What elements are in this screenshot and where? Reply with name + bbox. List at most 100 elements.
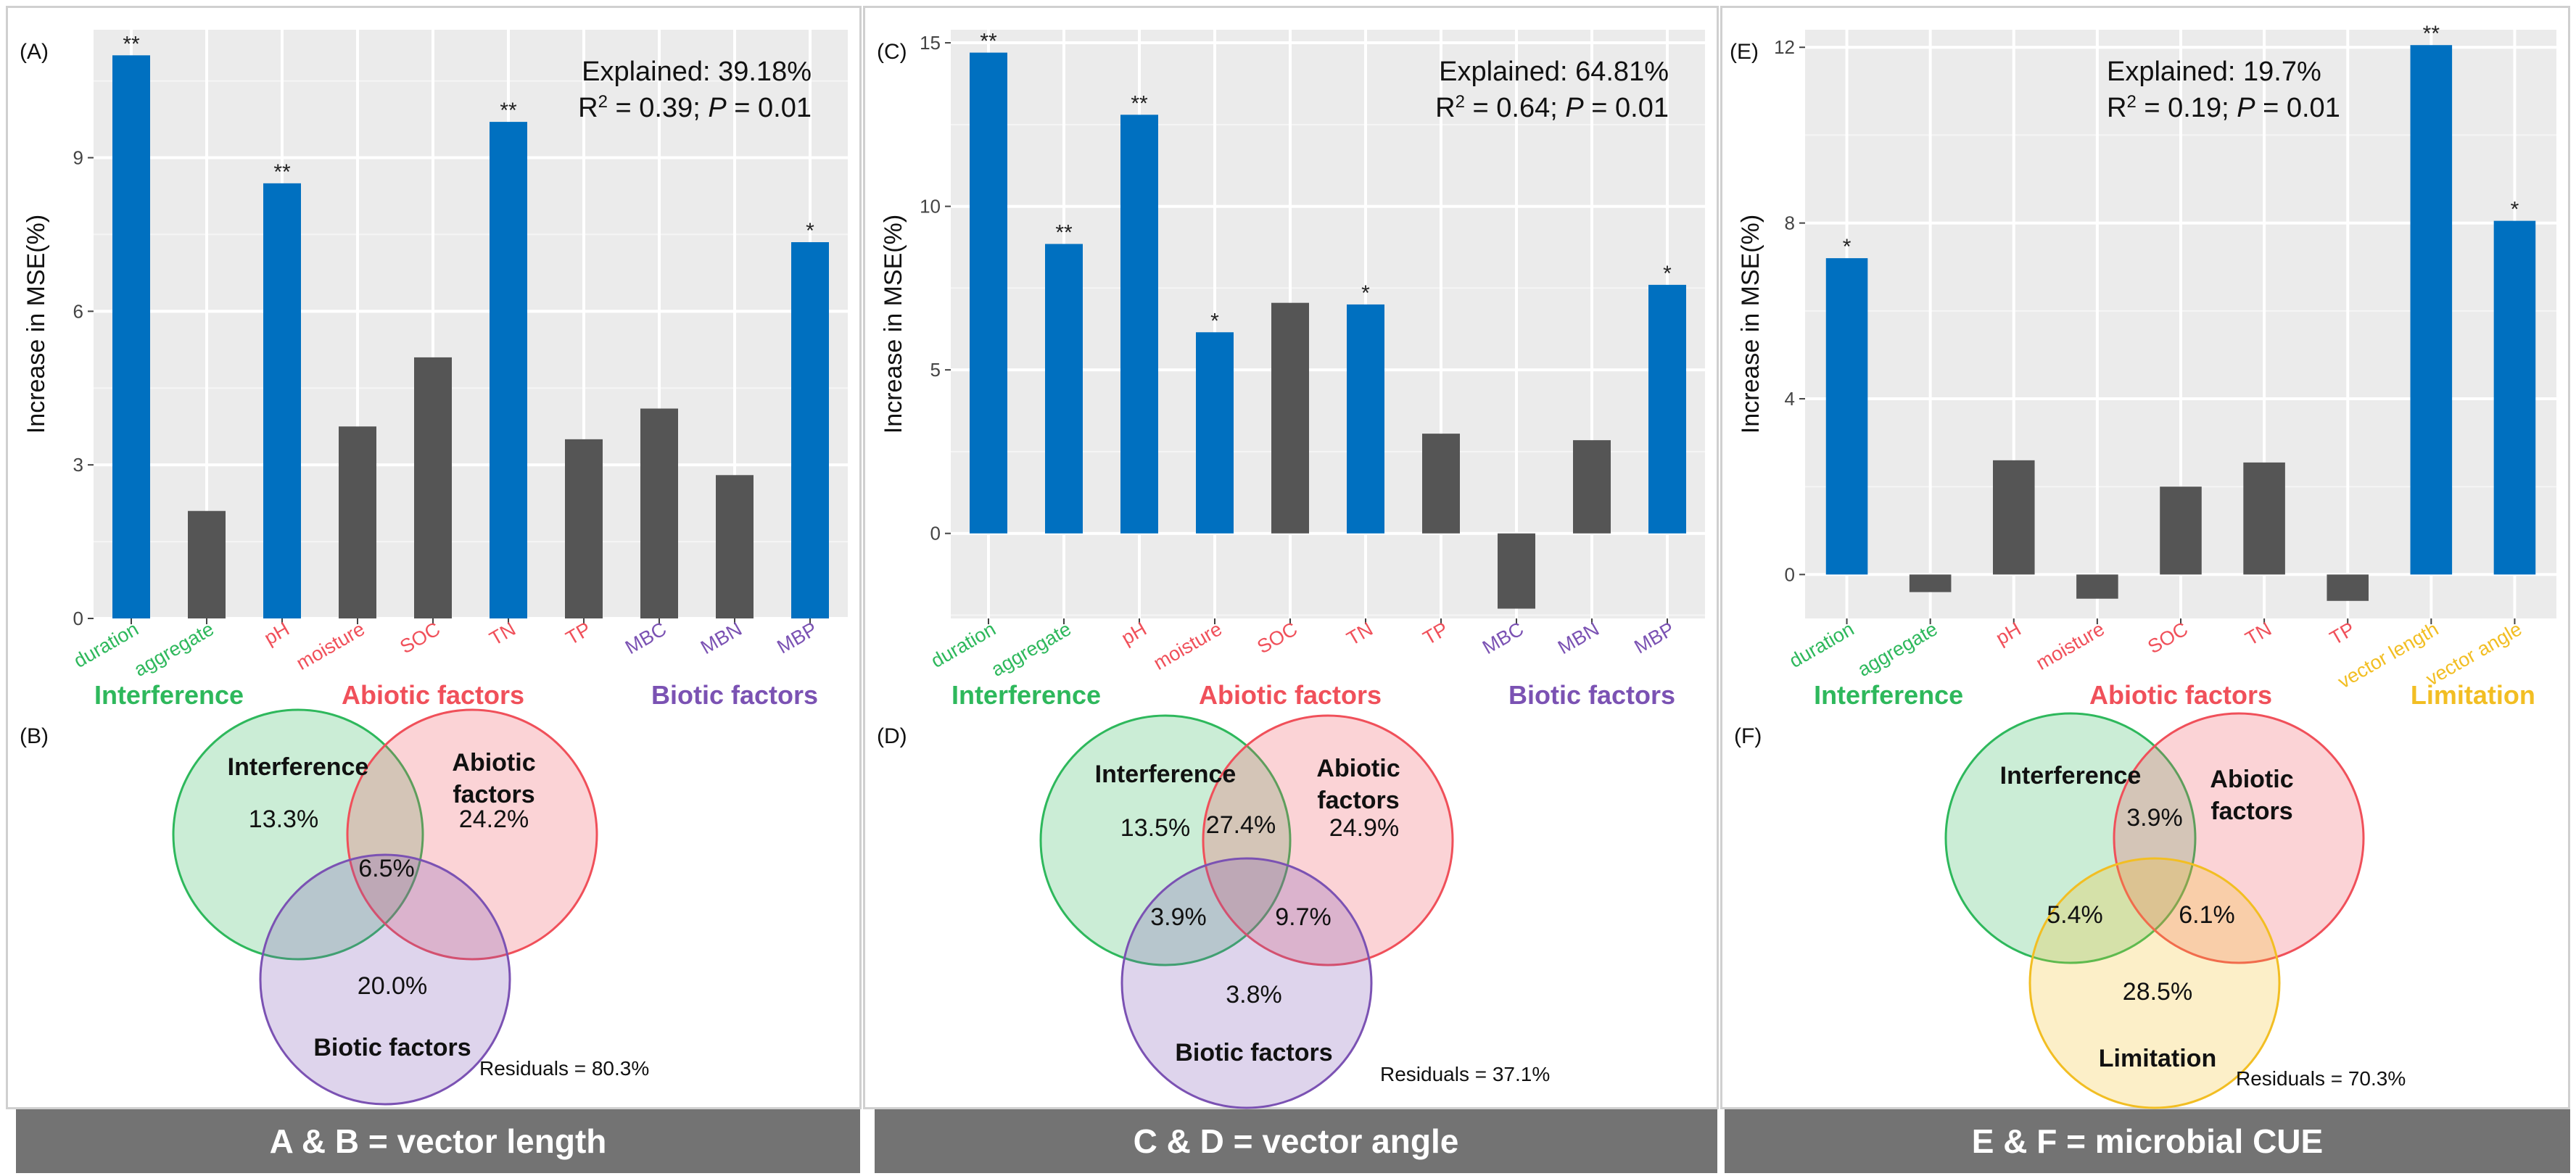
bar <box>2243 462 2285 575</box>
venn-circle <box>172 708 424 961</box>
x-category-label: TN <box>486 618 519 650</box>
bar <box>1045 244 1083 534</box>
bar <box>2160 486 2202 575</box>
venn-residuals: Residuals = 70.3% <box>2236 1067 2406 1090</box>
x-category-label: SOC <box>1253 618 1301 658</box>
r2-p-text: R2 = 0.39; P = 0.01 <box>578 92 812 124</box>
y-tick-label: 6 <box>73 300 83 322</box>
bar <box>1573 440 1611 534</box>
panel-label: (C) <box>877 40 907 64</box>
group-label: Interference <box>1814 680 1963 710</box>
x-category-label: pH <box>1118 618 1150 649</box>
y-tick-label: 10 <box>920 196 941 218</box>
bar <box>1648 284 1686 534</box>
x-category-label: pH <box>260 618 293 649</box>
x-category-label: vector angle <box>2422 618 2525 690</box>
bar <box>1825 258 1868 575</box>
venn-set-label: Interference <box>2000 762 2142 790</box>
venn-circle <box>2028 857 2281 1109</box>
bar <box>791 242 829 618</box>
significance-label: * <box>806 219 814 243</box>
x-category-label: moisture <box>2032 618 2108 674</box>
venn-set-label: Interference <box>1095 761 1237 788</box>
y-tick-label: 15 <box>920 32 941 54</box>
venn-region-value: 6.1% <box>2179 901 2235 929</box>
venn-circle <box>1039 714 1292 966</box>
x-category-label: MBN <box>697 618 746 658</box>
panel-label: (A) <box>20 40 49 64</box>
bar <box>1271 302 1309 534</box>
venn-panel-label: (B) <box>20 724 49 748</box>
y-tick-label: 5 <box>930 359 941 381</box>
significance-label: ** <box>980 30 997 54</box>
x-category-label: TN <box>2242 618 2275 650</box>
venn-region-value: 5.4% <box>2047 901 2103 929</box>
x-category-label: MBN <box>1554 618 1603 658</box>
y-tick-label: 4 <box>1785 388 1795 410</box>
bar <box>565 439 603 618</box>
significance-label: * <box>1361 281 1370 305</box>
y-tick-label: 0 <box>1785 563 1795 585</box>
significance-label: ** <box>273 160 291 184</box>
y-tick-label: 0 <box>930 523 941 544</box>
venn-set-label: Biotic factors <box>313 1034 471 1061</box>
bar <box>2410 45 2453 575</box>
r2-p-text: R2 = 0.64; P = 0.01 <box>1435 92 1669 124</box>
bar <box>1993 460 2035 575</box>
venn-circle <box>346 708 598 961</box>
x-category-label: aggregate <box>1854 618 1941 681</box>
explained-text: Explained: 19.7% <box>2107 57 2321 87</box>
venn-set-label: Abiotic <box>2210 766 2293 793</box>
x-category-label: moisture <box>292 618 368 674</box>
x-category-label: TP <box>2326 618 2358 649</box>
significance-label: ** <box>1131 91 1148 115</box>
group-label: Interference <box>94 680 244 710</box>
venn-set-label: factors <box>453 781 534 808</box>
venn-region-value: 9.7% <box>1275 903 1332 931</box>
group-label: Biotic factors <box>651 680 818 710</box>
venn-region-value: 13.3% <box>249 806 318 833</box>
bar <box>490 122 527 619</box>
group-label: Interference <box>951 680 1101 710</box>
x-category-label: SOC <box>396 618 444 658</box>
x-category-label: TP <box>1419 618 1452 649</box>
venn-region-value: 24.2% <box>459 806 529 833</box>
venn-set-label: Limitation <box>2099 1045 2216 1072</box>
y-tick-label: 8 <box>1785 212 1795 234</box>
venn-set-label: Interference <box>228 753 369 781</box>
venn-panel-label: (D) <box>877 724 907 748</box>
significance-label: * <box>1843 235 1852 259</box>
significance-label: ** <box>500 99 517 123</box>
bar <box>640 408 678 618</box>
group-label: Limitation <box>2411 680 2535 710</box>
venn-set-label: Abiotic <box>1316 755 1400 782</box>
venn-residuals: Residuals = 37.1% <box>1380 1063 1550 1085</box>
x-category-label: MBP <box>773 618 821 658</box>
venn-region-value: 3.8% <box>1226 981 1282 1009</box>
y-axis-title: Increase in MSE(%) <box>880 215 907 434</box>
bar <box>414 357 452 618</box>
x-category-label: TP <box>562 618 595 649</box>
bar <box>716 475 754 618</box>
venn-region-value: 3.9% <box>2126 804 2183 832</box>
explained-text: Explained: 64.81% <box>1439 57 1669 87</box>
venn-region-value: 24.9% <box>1329 814 1399 842</box>
y-tick-label: 3 <box>73 454 83 476</box>
explained-text: Explained: 39.18% <box>582 57 812 87</box>
group-label: Abiotic factors <box>342 680 524 710</box>
venn-circle <box>1120 857 1373 1109</box>
y-tick-label: 12 <box>1774 36 1795 58</box>
venn-circle <box>2113 712 2365 964</box>
venn-set-label: factors <box>1317 787 1399 814</box>
significance-label: * <box>1210 309 1219 333</box>
venn-region-value: 6.5% <box>358 855 415 882</box>
venn-region-value: 28.5% <box>2123 978 2192 1006</box>
footer-vector-angle: C & D = vector angle <box>875 1109 1717 1173</box>
footer-microbial-cue: E & F = microbial CUE <box>1725 1109 2570 1173</box>
bar <box>1347 304 1384 534</box>
footer-vector-length: A & B = vector length <box>16 1109 860 1173</box>
x-category-label: MBP <box>1630 618 1678 658</box>
bar <box>1120 115 1158 534</box>
